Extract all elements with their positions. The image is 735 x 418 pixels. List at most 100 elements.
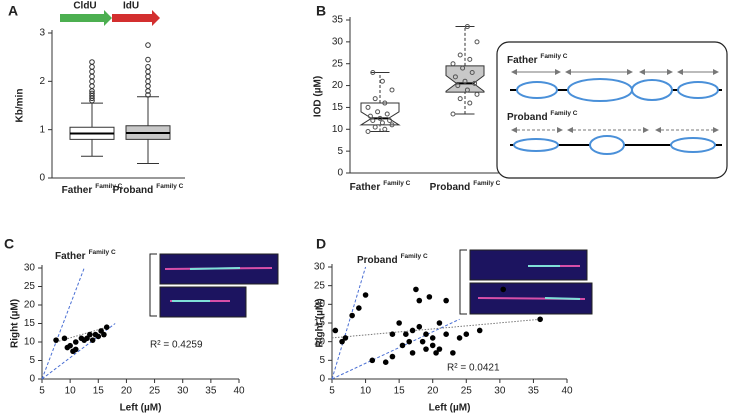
label-superscript: Family C: [401, 253, 428, 260]
point: [95, 333, 102, 340]
point: [389, 122, 395, 128]
point: [433, 350, 439, 356]
label-superscript: Family C: [473, 180, 500, 187]
point: [103, 324, 110, 331]
y-tick-label: 10: [332, 124, 344, 135]
y-tick-label: 25: [24, 281, 36, 292]
point: [537, 316, 543, 323]
diagram-superscript: Family C: [540, 53, 567, 60]
y-tick-label: 35: [332, 15, 344, 26]
point: [463, 331, 470, 338]
x-tick-label: 30: [494, 386, 506, 397]
point: [476, 327, 483, 334]
point: [370, 69, 376, 75]
point: [372, 96, 378, 102]
y-tick-label: 5: [29, 355, 35, 366]
r-squared: R² = 0.0421: [447, 363, 500, 374]
point: [455, 83, 461, 89]
point: [356, 305, 362, 311]
point: [379, 78, 385, 84]
y-tick-label: 15: [24, 318, 36, 329]
point: [370, 118, 376, 124]
point: [467, 56, 473, 62]
point: [384, 111, 390, 117]
label-text: Proband: [430, 182, 471, 193]
fiber-images: [459, 249, 593, 315]
outlier: [89, 83, 95, 89]
label-superscript: Family C: [95, 183, 122, 190]
y-tick-label: 25: [332, 58, 344, 69]
trend-line: [331, 318, 541, 339]
point: [462, 78, 468, 84]
y-tick-label: 0: [337, 168, 343, 179]
point: [416, 323, 423, 330]
point: [472, 80, 478, 86]
point: [399, 342, 406, 349]
point: [429, 342, 436, 349]
point: [450, 111, 456, 117]
point: [429, 335, 436, 341]
y-tick-label: 3: [39, 28, 45, 39]
y-axis-label: Kb/min: [15, 89, 26, 123]
outlier: [145, 73, 151, 80]
point: [474, 39, 480, 45]
label-text: Father: [55, 251, 86, 262]
y-tick-label: 15: [314, 318, 326, 329]
outlier: [89, 64, 95, 70]
point: [436, 346, 443, 352]
point: [342, 335, 349, 341]
x-axis-label: Left (µM): [120, 403, 162, 414]
point: [375, 109, 381, 115]
y-tick-label: 30: [314, 262, 326, 273]
point: [72, 339, 79, 345]
x-tick-label: 40: [561, 386, 573, 397]
x-tick-label: 25: [461, 386, 473, 397]
point: [372, 124, 378, 130]
point: [403, 331, 409, 338]
label: Proband Family C: [430, 180, 501, 193]
label: Proband Family C: [113, 183, 184, 196]
x-tick-label: 10: [65, 386, 77, 397]
x-tick-label: 35: [528, 386, 540, 397]
x-tick-label: 5: [329, 386, 335, 397]
diagram-label: Father Family C: [507, 53, 568, 66]
y-tick-label: 0: [39, 173, 45, 184]
x-tick-label: 15: [93, 386, 105, 397]
point: [409, 327, 416, 334]
point: [101, 331, 107, 338]
reference-line: [41, 267, 85, 380]
point: [423, 346, 429, 352]
outlier: [89, 59, 95, 65]
outlier: [89, 90, 95, 97]
y-tick-label: 0: [319, 374, 325, 385]
y-tick-label: 20: [314, 299, 326, 310]
r-squared: R² = 0.4259: [150, 340, 203, 351]
point: [339, 338, 345, 345]
point: [450, 61, 456, 67]
point: [396, 320, 402, 326]
y-axis-label: Right (µM): [315, 298, 326, 347]
outlier: [145, 64, 151, 70]
x-tick-label: 35: [205, 386, 217, 397]
point: [413, 286, 419, 293]
point: [406, 338, 413, 345]
point: [365, 128, 371, 134]
x-tick-label: 10: [360, 386, 372, 397]
point: [452, 74, 458, 80]
panel-label: B: [316, 3, 326, 19]
y-axis-label: Right (µM): [10, 299, 21, 348]
point: [456, 335, 463, 341]
diagram-superscript: Family C: [550, 110, 577, 117]
label-superscript: Family C: [89, 249, 116, 256]
y-tick-label: 20: [332, 80, 344, 91]
outlier: [145, 78, 151, 85]
diagram-label-text: Proband: [507, 112, 548, 123]
point: [457, 96, 463, 102]
label-text: Father: [350, 182, 381, 193]
outlier: [145, 42, 151, 48]
point: [61, 335, 68, 342]
reference-line: [331, 266, 367, 380]
point: [409, 350, 416, 356]
label-arrows: CldU IdU: [60, 1, 160, 26]
point: [464, 24, 470, 30]
